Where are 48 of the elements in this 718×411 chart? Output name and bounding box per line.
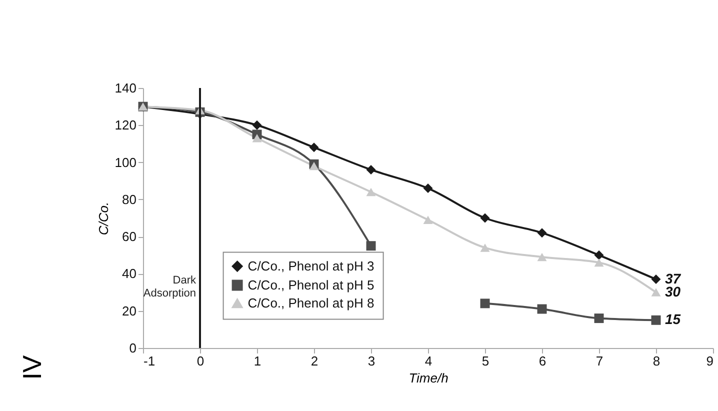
point <box>651 315 661 325</box>
y-tick-label: 80 <box>122 192 136 207</box>
point <box>252 120 262 130</box>
y-axis-title: C/Co. <box>96 202 111 236</box>
x-tick-label: 4 <box>424 354 432 368</box>
point <box>594 258 604 267</box>
point <box>423 184 433 194</box>
y-tick-label: 60 <box>122 229 136 244</box>
x-tick-label: 1 <box>254 354 262 368</box>
y-tick-label: 140 <box>114 80 136 96</box>
point <box>423 216 433 224</box>
legend-label: C/Co., Phenol at pH 8 <box>248 295 374 310</box>
point <box>309 142 319 152</box>
y-tick-label: 0 <box>129 340 136 356</box>
y-tick-label: 40 <box>122 266 136 282</box>
legend-label: C/Co., Phenol at pH 3 <box>248 258 374 274</box>
ref-line-label: Dark Adsorption <box>143 274 196 300</box>
point <box>366 164 376 174</box>
point <box>594 250 604 260</box>
point <box>252 134 262 142</box>
x-tick-label: 6 <box>538 354 546 368</box>
x-tick-label: 8 <box>652 354 660 368</box>
point <box>651 288 661 296</box>
point <box>366 241 376 251</box>
legend-label: C/Co., Phenol at pH 5 <box>248 277 374 292</box>
x-axis-title: Time/h <box>408 370 448 386</box>
x-tick-label: 9 <box>706 354 714 368</box>
data-label: 15 <box>665 311 681 328</box>
x-tick-label: 2 <box>310 354 318 368</box>
y-tick-label: 100 <box>114 154 136 170</box>
point <box>537 252 547 262</box>
point <box>366 188 376 196</box>
point <box>480 213 490 223</box>
text: IV <box>16 355 48 380</box>
point <box>480 298 490 308</box>
x-tick-label: 0 <box>196 354 204 368</box>
point <box>480 244 490 252</box>
x-tick-label: 5 <box>482 354 490 368</box>
y-tick-label: 20 <box>122 303 136 318</box>
y-tick-label: 120 <box>114 118 136 133</box>
point <box>537 304 547 314</box>
x-tick-label: 3 <box>368 354 376 368</box>
point <box>537 228 547 238</box>
point <box>309 162 319 170</box>
x-tick-label: -1 <box>144 354 156 368</box>
x-tick-label: 7 <box>596 354 604 368</box>
point <box>651 274 661 284</box>
point <box>594 314 604 324</box>
